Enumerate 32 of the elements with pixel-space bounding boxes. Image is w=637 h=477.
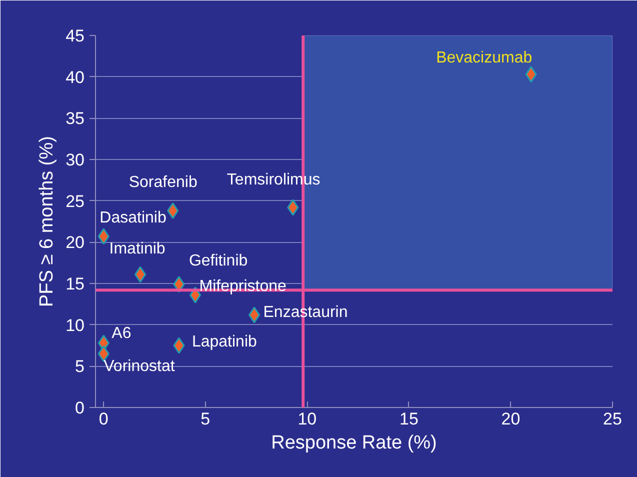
y-tick-label: 40: [66, 68, 85, 87]
y-axis-title: PFS ≥ 6 months (%): [36, 136, 58, 307]
y-tick-label: 45: [66, 26, 85, 46]
y-tick-label: 5: [75, 357, 85, 376]
y-tick-label: 20: [66, 233, 85, 252]
x-tick-label: 5: [200, 410, 210, 428]
x-tick-label: 0: [98, 410, 108, 428]
point: [248, 306, 260, 324]
y-tick-label: 25: [66, 192, 85, 211]
x-axis-title: Response Rate (%): [271, 432, 437, 454]
x-tick-label: 10: [298, 410, 317, 428]
annotation: Vorinostat: [104, 358, 176, 375]
y-tick-label: 10: [66, 316, 85, 335]
x-tick-label: 20: [501, 410, 520, 428]
annotation: Lapatinib: [192, 334, 257, 350]
x-tick-label: 25: [603, 410, 622, 428]
point: [167, 202, 179, 220]
annotation: Bevacizumab: [436, 49, 532, 66]
point: [173, 337, 185, 354]
y-tick-label: 15: [66, 274, 85, 294]
point: [134, 266, 146, 283]
annotation: Imatinib: [109, 240, 166, 258]
annotation: Dasatinib: [100, 209, 166, 226]
annotation: A6: [112, 325, 132, 342]
y-tick-label: 30: [66, 150, 85, 170]
annotation: Gefitinib: [188, 252, 248, 270]
point: [98, 228, 110, 245]
point: [525, 66, 537, 83]
point: [287, 199, 299, 216]
y-tick-label: 35: [66, 109, 85, 128]
annotation: Sorafenib: [128, 174, 198, 191]
x-tick-label: 15: [400, 410, 418, 428]
